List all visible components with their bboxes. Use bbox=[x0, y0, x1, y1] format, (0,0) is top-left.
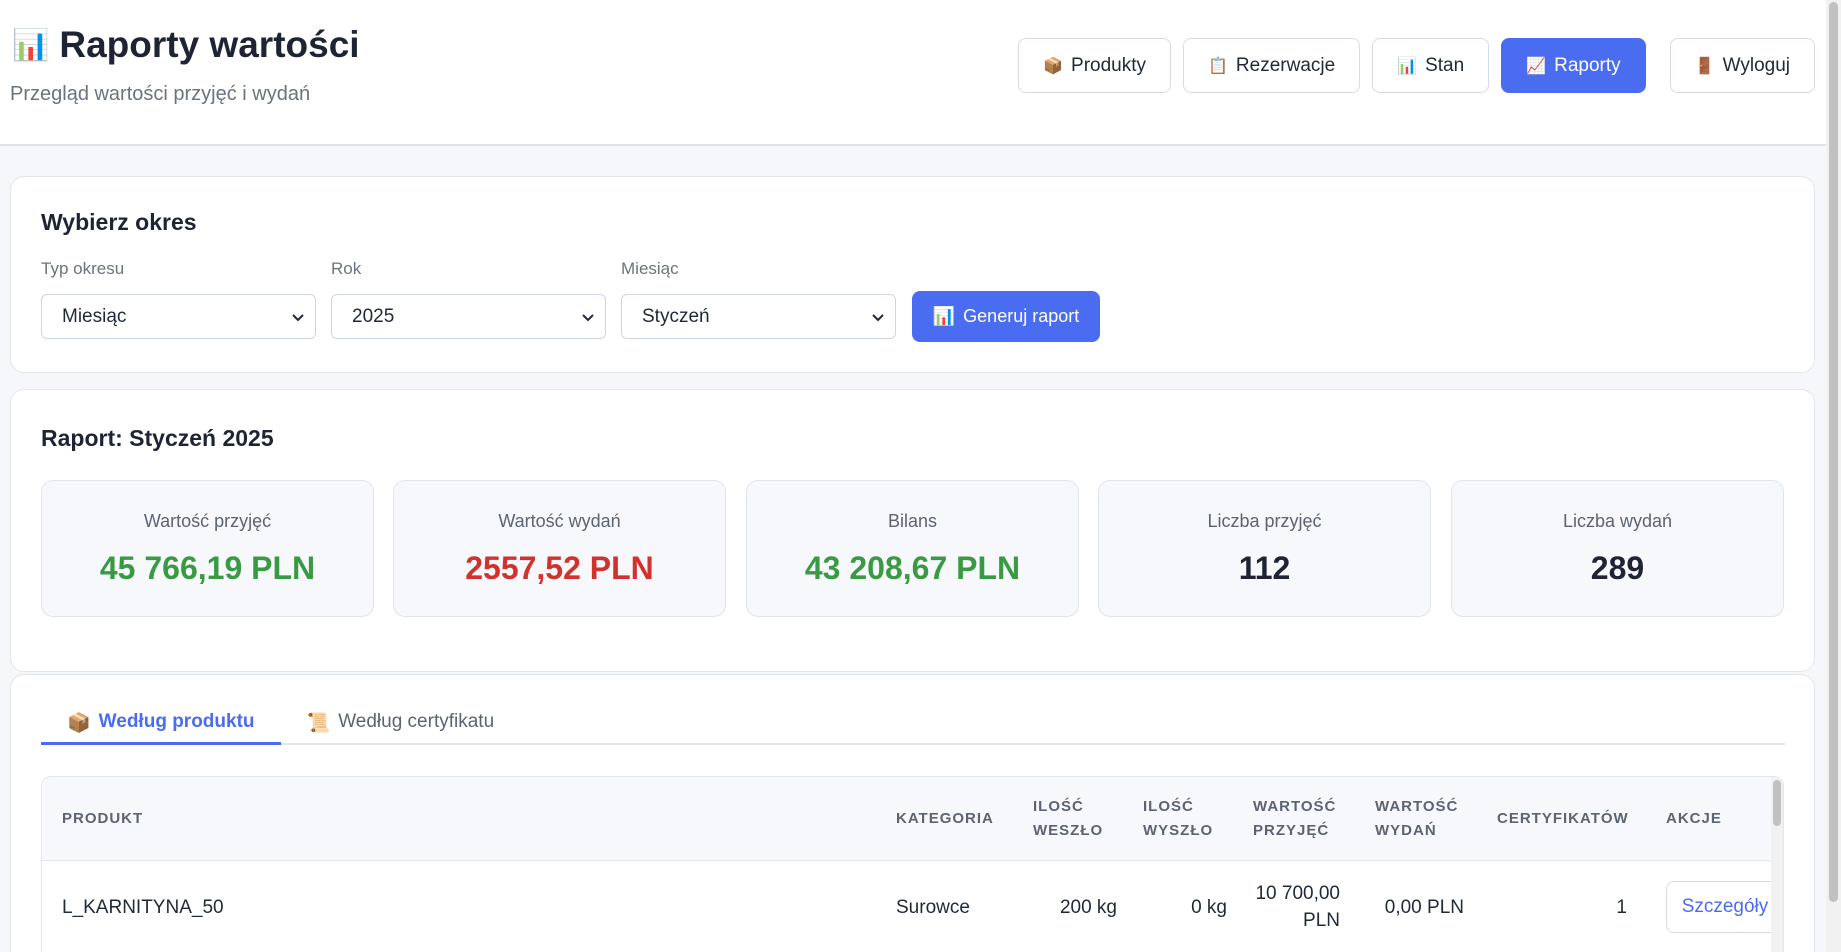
stat-label: Liczba wydań bbox=[1562, 511, 1673, 531]
stat-value: 289 bbox=[1590, 550, 1645, 586]
stat-balance: Bilans 43 208,67 PLN bbox=[746, 480, 1079, 617]
cell-value-out: 0,00 PLN bbox=[1384, 896, 1464, 918]
period-type-value: Miesiąc bbox=[62, 305, 127, 327]
door-icon: 🚪 bbox=[1694, 57, 1715, 75]
nav-raporty-label: Raporty bbox=[1554, 54, 1621, 76]
page-subtitle: Przegląd wartości przyjęć i wydań bbox=[10, 83, 311, 105]
generate-report-label: Generuj raport bbox=[963, 306, 1080, 326]
nav-stan-button[interactable]: 📊 Stan bbox=[1372, 38, 1490, 93]
col-category: KATEGORIA bbox=[896, 810, 994, 827]
nav-produkty-label: Produkty bbox=[1071, 54, 1146, 76]
nav-produkty-button[interactable]: 📦 Produkty bbox=[1018, 38, 1171, 93]
stat-label: Bilans bbox=[887, 511, 938, 531]
stat-label: Wartość przyjęć bbox=[143, 511, 272, 531]
page-scrollbar[interactable] bbox=[1826, 0, 1841, 952]
bar-chart-icon: 📊 bbox=[12, 28, 50, 62]
cell-certificates: 1 bbox=[1616, 896, 1627, 918]
month-value: Styczeń bbox=[642, 305, 710, 327]
stat-outgoing-value: Wartość wydań 2557,52 PLN bbox=[393, 480, 726, 617]
clipboard-icon: 📋 bbox=[1208, 57, 1228, 75]
main-nav: 📦 Produkty 📋 Rezerwacje 📊 Stan 📈 Raporty… bbox=[1018, 38, 1815, 93]
table-row: L_KARNITYNA_50 Surowce 200 kg 0 kg 10 70… bbox=[42, 861, 1783, 952]
period-type-field: Typ okresu Miesiąc bbox=[41, 259, 316, 339]
period-type-select[interactable]: Miesiąc bbox=[41, 294, 316, 339]
year-value: 2025 bbox=[352, 305, 395, 327]
cell-product: L_KARNITYNA_50 bbox=[62, 896, 224, 918]
report-summary-card: Raport: Styczeń 2025 Wartość przyjęć 45 … bbox=[10, 389, 1815, 672]
product-table: PRODUKT KATEGORIA ILOŚĆ WESZŁO ILOŚĆ WYS… bbox=[41, 776, 1784, 952]
col-qty-out: ILOŚĆ WYSZŁO bbox=[1143, 798, 1214, 839]
cell-value-in: 10 700,00 PLN bbox=[1255, 883, 1340, 931]
package-icon: 📦 bbox=[67, 713, 91, 734]
year-select[interactable]: 2025 bbox=[331, 294, 606, 339]
chevron-down-icon bbox=[582, 313, 594, 321]
scroll-icon: 📜 bbox=[306, 713, 331, 734]
stat-value: 112 bbox=[1238, 550, 1291, 586]
page-header: 📊 Raporty wartości Przegląd wartości prz… bbox=[0, 0, 1841, 146]
cell-actions: Szczegóły bbox=[1666, 861, 1783, 952]
stat-value: 43 208,67 PLN bbox=[804, 550, 1021, 586]
details-button[interactable]: Szczegóły bbox=[1666, 881, 1783, 933]
stat-label: Liczba przyjęć bbox=[1207, 511, 1322, 531]
page-title-text: Raporty wartości bbox=[59, 24, 360, 65]
chevron-down-icon bbox=[292, 313, 304, 321]
stat-income-value: Wartość przyjęć 45 766,19 PLN bbox=[41, 480, 374, 617]
generate-report-button[interactable]: 📊 Generuj raport bbox=[912, 291, 1100, 342]
stat-label: Wartość wydań bbox=[498, 511, 621, 531]
nav-rezerwacje-label: Rezerwacje bbox=[1235, 54, 1336, 76]
chart-up-icon: 📈 bbox=[1526, 57, 1547, 75]
table-scrollbar[interactable] bbox=[1771, 777, 1783, 952]
month-select[interactable]: Styczeń bbox=[621, 294, 896, 339]
cell-qty-out: 0 kg bbox=[1191, 896, 1227, 918]
tab-label: Według produktu bbox=[98, 711, 255, 732]
nav-raporty-button[interactable]: 📈 Raporty bbox=[1501, 38, 1646, 93]
col-qty-in: ILOŚĆ WESZŁO bbox=[1033, 798, 1104, 839]
period-type-label: Typ okresu bbox=[41, 259, 125, 278]
nav-rezerwacje-button[interactable]: 📋 Rezerwacje bbox=[1183, 38, 1361, 93]
col-actions: AKCJE bbox=[1666, 810, 1722, 827]
month-label: Miesiąc bbox=[621, 259, 679, 278]
report-title: Raport: Styczeń 2025 bbox=[41, 425, 274, 451]
package-icon: 📦 bbox=[1043, 57, 1064, 75]
year-label: Rok bbox=[331, 259, 362, 278]
page-scrollbar-thumb[interactable] bbox=[1829, 2, 1838, 902]
period-card: Wybierz okres Typ okresu Miesiąc Rok 202… bbox=[10, 176, 1815, 373]
table-scrollbar-thumb[interactable] bbox=[1773, 780, 1781, 826]
nav-stan-label: Stan bbox=[1425, 54, 1465, 76]
cell-category: Surowce bbox=[896, 896, 970, 918]
report-tabs: 📦 Według produktu 📜 Według certyfikatu bbox=[41, 711, 1785, 745]
stat-value: 2557,52 PLN bbox=[465, 550, 654, 586]
bar-chart-icon: 📊 bbox=[932, 306, 956, 326]
month-field: Miesiąc Styczeń bbox=[621, 259, 896, 339]
chevron-down-icon bbox=[872, 313, 884, 321]
table-header: PRODUKT KATEGORIA ILOŚĆ WESZŁO ILOŚĆ WYS… bbox=[42, 777, 1783, 861]
col-value-out: WARTOŚĆ WYDAŃ bbox=[1375, 798, 1459, 839]
col-certificates: CERTYFIKATÓW bbox=[1497, 810, 1629, 827]
col-product: PRODUKT bbox=[62, 810, 144, 827]
page-title: 📊 Raporty wartości bbox=[12, 24, 360, 66]
logout-button[interactable]: 🚪 Wyloguj bbox=[1669, 38, 1815, 93]
details-card: 📦 Według produktu 📜 Według certyfikatu P… bbox=[10, 674, 1815, 952]
stat-outgoing-count: Liczba wydań 289 bbox=[1451, 480, 1784, 617]
year-field: Rok 2025 bbox=[331, 259, 606, 339]
tab-by-product[interactable]: 📦 Według produktu bbox=[41, 711, 281, 745]
tab-by-certificate[interactable]: 📜 Według certyfikatu bbox=[281, 711, 521, 745]
bar-chart-icon: 📊 bbox=[1397, 57, 1418, 75]
tab-label: Według certyfikatu bbox=[338, 711, 495, 732]
col-value-in: WARTOŚĆ PRZYJĘĆ bbox=[1253, 798, 1337, 839]
cell-qty-in: 200 kg bbox=[1059, 896, 1117, 918]
period-title: Wybierz okres bbox=[41, 209, 197, 235]
stat-income-count: Liczba przyjęć 112 bbox=[1098, 480, 1431, 617]
logout-label: Wyloguj bbox=[1722, 54, 1790, 76]
stat-value: 45 766,19 PLN bbox=[99, 550, 316, 586]
